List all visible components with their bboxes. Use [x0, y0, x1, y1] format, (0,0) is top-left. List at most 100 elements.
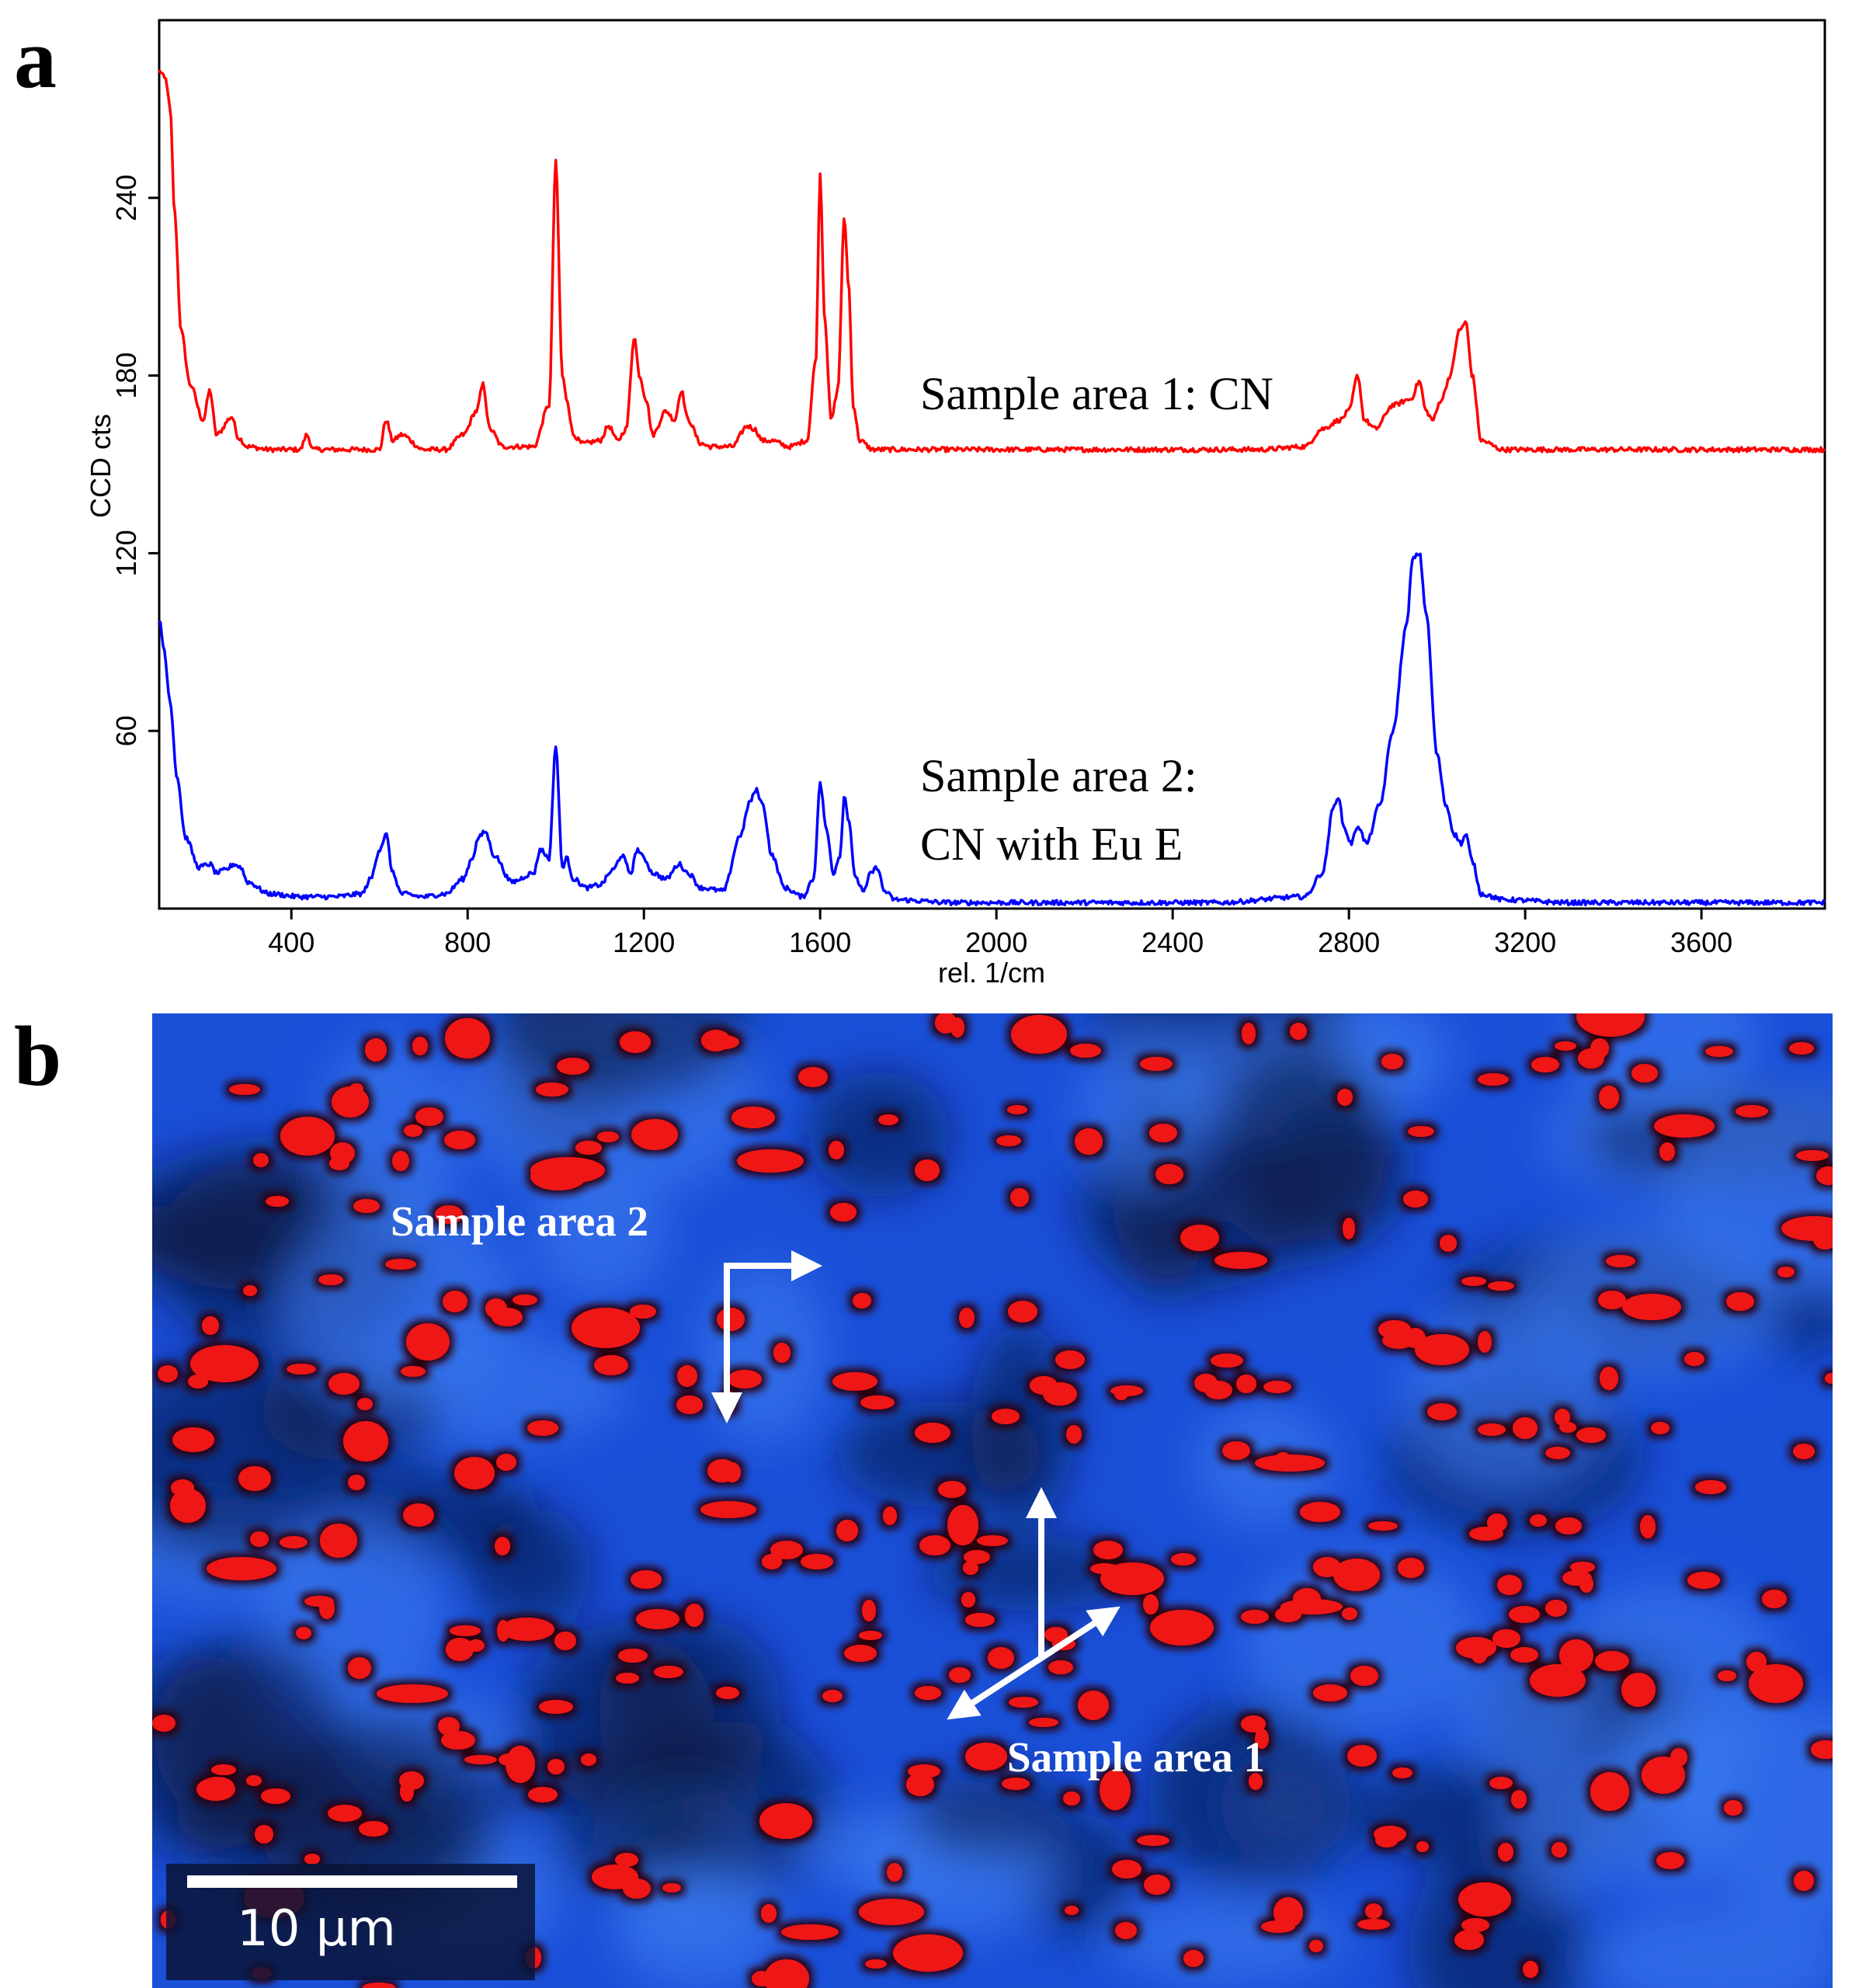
map-red-spot [1595, 1651, 1629, 1671]
map-red-spot [1065, 1906, 1079, 1915]
map-red-spot [597, 1131, 619, 1142]
map-red-spot [770, 1541, 803, 1559]
map-red-spot [654, 1666, 683, 1678]
map-red-spot [762, 1554, 782, 1569]
map-red-spot [1654, 1114, 1715, 1138]
map-red-spot [357, 1398, 373, 1410]
map-red-spot [1497, 1575, 1522, 1595]
map-dark-region [1270, 1093, 1407, 1242]
y-tick-label: 120 [110, 530, 142, 576]
map-red-spot [1180, 1225, 1219, 1251]
map-red-spot [1531, 1057, 1559, 1072]
map-red-spot [444, 1131, 475, 1149]
map-red-spot [328, 1373, 360, 1395]
map-red-spot [853, 1293, 871, 1309]
map-red-spot [1008, 1301, 1037, 1322]
map-red-spot [865, 1959, 887, 1969]
map-red-spot [1545, 1600, 1567, 1617]
map-red-spot [1357, 1919, 1390, 1930]
map-red-spot [1777, 1267, 1795, 1277]
map-red-spot [318, 1274, 343, 1285]
map-red-spot [1273, 1897, 1303, 1928]
panel-label-a: a [14, 11, 57, 106]
map-red-spot [1374, 1826, 1406, 1843]
map-red-spot [441, 1731, 475, 1750]
map-red-spot [915, 1423, 950, 1443]
map-red-spot [950, 1017, 964, 1037]
map-red-spot [1241, 1715, 1266, 1733]
map-red-spot [878, 1114, 898, 1125]
x-tick-label: 1200 [613, 926, 675, 958]
map-red-spot [919, 1535, 950, 1555]
map-red-spot [229, 1084, 260, 1095]
map-red-spot [1478, 1073, 1509, 1086]
map-red-spot [1392, 1767, 1412, 1778]
map-red-spot [631, 1119, 678, 1150]
map-red-spot [1044, 1627, 1068, 1642]
map-red-spot [1746, 1652, 1767, 1672]
map-red-spot [620, 1031, 651, 1053]
map-red-spot [536, 1083, 568, 1097]
map-red-spot [464, 1755, 497, 1764]
map-red-spot [1007, 1105, 1027, 1114]
map-red-spot [1403, 1190, 1428, 1208]
map-red-spot [887, 1863, 902, 1882]
map-red-spot [445, 1018, 490, 1058]
map-red-spot [1816, 1166, 1833, 1185]
map-red-spot [1211, 1354, 1243, 1368]
map-red-spot [1415, 1334, 1469, 1365]
map-red-spot [947, 1505, 978, 1545]
x-tick-label: 1600 [789, 926, 851, 958]
map-dark-region [465, 1510, 592, 1625]
map-red-spot [1762, 1590, 1787, 1608]
map-red-spot [860, 1395, 895, 1409]
map-red-spot [1078, 1691, 1109, 1720]
map-red-spot [1551, 1842, 1567, 1858]
map-red-spot [836, 1520, 858, 1541]
map-red-spot [1461, 1277, 1486, 1286]
map-red-spot [752, 1971, 772, 1986]
map-red-spot [392, 1151, 409, 1171]
arrows-sample-area-2 [711, 1250, 822, 1423]
map-red-spot [1263, 1381, 1291, 1393]
map-red-spot [1140, 1057, 1173, 1071]
map-red-spot [677, 1365, 697, 1387]
map-red-spot [1112, 1860, 1141, 1879]
map-red-spot [1010, 1188, 1029, 1207]
map-red-spot [1002, 1778, 1030, 1790]
map-red-spot [737, 1149, 804, 1173]
panel-label-b: b [14, 1009, 62, 1103]
map-red-spot [1009, 1697, 1038, 1708]
map-red-spot [1576, 1013, 1645, 1037]
map-red-spot [329, 1156, 349, 1170]
map-red-spot [1640, 1515, 1656, 1538]
map-red-spot [1555, 1041, 1576, 1051]
map-red-spot [443, 1291, 467, 1312]
map-red-spot [1222, 1441, 1250, 1460]
map-red-spot [773, 1343, 790, 1363]
map-red-spot [716, 1687, 739, 1699]
map-red-spot [496, 1454, 516, 1471]
map-red-spot [636, 1609, 679, 1629]
map-red-spot [1478, 1331, 1492, 1353]
map-red-spot [780, 1978, 805, 1988]
map-red-spot [158, 1365, 178, 1382]
map-red-spot [1236, 1375, 1256, 1393]
map-dark-region [971, 1322, 1072, 1523]
map-red-spot [1242, 1023, 1256, 1044]
map-red-spot [1687, 1572, 1720, 1589]
map-red-spot [1204, 1381, 1232, 1399]
x-axis-label: rel. 1/cm [938, 957, 1045, 989]
map-red-spot [965, 1613, 995, 1627]
map-red-spot [1150, 1610, 1214, 1646]
map-red-spot [1309, 1940, 1323, 1952]
map-red-spot [1530, 1514, 1547, 1527]
map-red-spot [403, 1503, 434, 1527]
map-red-spot [1368, 1521, 1398, 1531]
map-red-spot [676, 1395, 703, 1414]
map-red-spot [938, 1481, 966, 1498]
map-red-spot [862, 1600, 876, 1621]
map-red-spot [1347, 1745, 1377, 1767]
map-red-spot [495, 1537, 510, 1555]
map-red-spot [1011, 1015, 1067, 1054]
